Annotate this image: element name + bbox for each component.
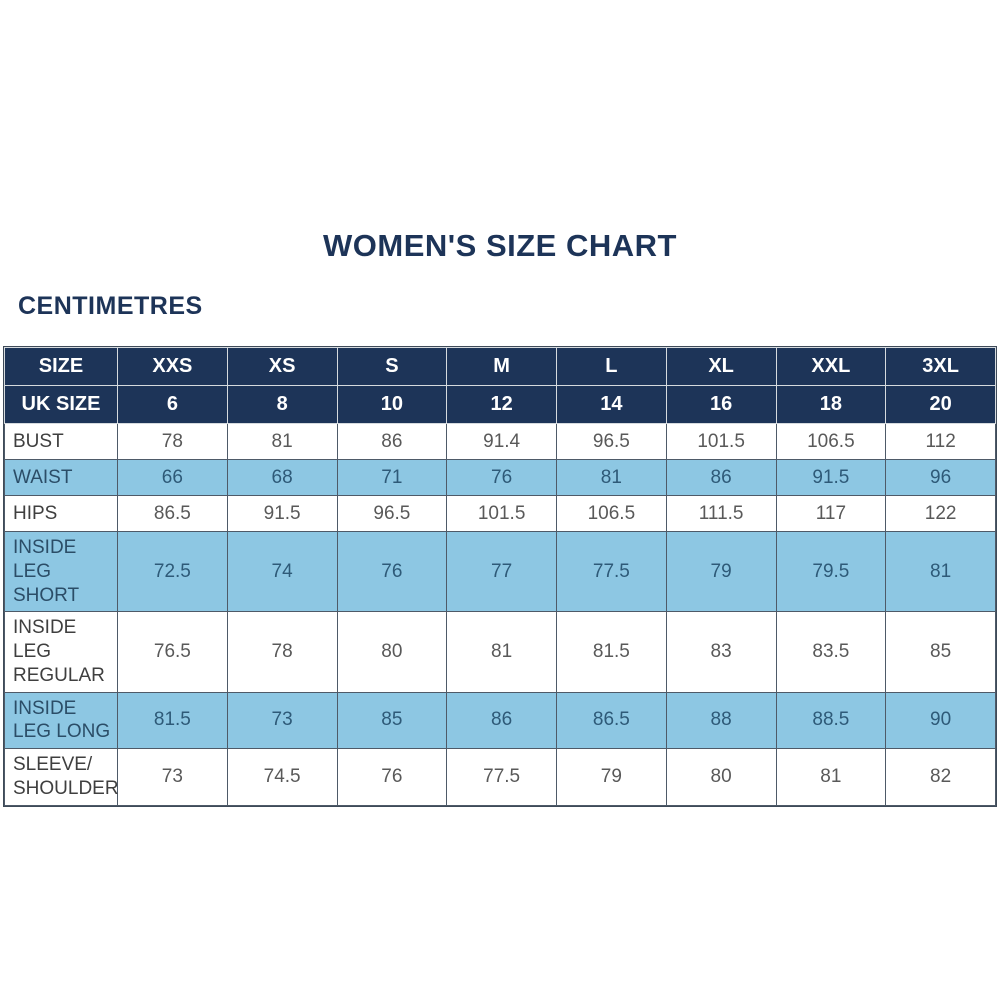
header-value-cell: M (446, 347, 557, 386)
measure-label-cell: SLEEVE/ SHOULDER (4, 748, 119, 806)
measure-label-cell: INSIDE LEG SHORT (4, 530, 118, 613)
measure-value-cell: 86 (665, 459, 777, 496)
measure-value-cell: 91.5 (226, 495, 338, 532)
measure-value-cell: 80 (665, 748, 777, 806)
measure-value-cell: 74.5 (226, 748, 338, 806)
measure-value-cell: 77 (446, 530, 557, 613)
measure-value-cell: 88.5 (775, 691, 887, 749)
measure-value-cell: 96.5 (336, 495, 448, 532)
header-value-cell: 10 (336, 385, 448, 424)
measure-value-cell: 83.5 (775, 611, 887, 693)
measure-value-cell: 96 (885, 459, 996, 496)
measure-value-cell: 96.5 (556, 423, 667, 460)
measure-value-cell: 117 (775, 495, 887, 532)
measure-value-cell: 81 (775, 748, 887, 806)
measure-label-cell: BUST (4, 423, 118, 460)
header-value-cell: 3XL (885, 347, 996, 386)
page-title: WOMEN'S SIZE CHART (323, 228, 677, 263)
table-row: INSIDE LEG SHORT 72.5 74 76 77 77.5 79 79.5 81 (4, 530, 996, 613)
measure-value-cell: 78 (117, 423, 228, 460)
table-row: INSIDE LEG REGULAR 76.5 78 80 81 81.5 83 83.5 85 (4, 611, 996, 693)
measure-label-cell: WAIST (4, 459, 118, 496)
header-value-cell: 14 (556, 385, 667, 424)
measure-value-cell: 73 (117, 748, 228, 806)
measure-label-cell: INSIDE LEG LONG (4, 691, 118, 749)
measure-value-cell: 76.5 (117, 611, 228, 693)
header-value-cell: 18 (775, 385, 887, 424)
header-row-sizes: SIZE XXS XS S M L XL XXL 3XL (4, 347, 996, 386)
measure-value-cell: 80 (336, 611, 448, 693)
measure-value-cell: 86 (446, 691, 557, 749)
measure-value-cell: 78 (226, 611, 338, 693)
table-row: INSIDE LEG LONG 81.5 73 85 86 86.5 88 88.5 90 (4, 691, 996, 749)
header-value-cell: 6 (117, 385, 228, 424)
measure-value-cell: 90 (885, 691, 996, 749)
measure-value-cell: 68 (226, 459, 338, 496)
measure-value-cell: 106.5 (556, 495, 667, 532)
header-label-cell: SIZE (4, 347, 118, 386)
measure-value-cell: 85 (885, 611, 996, 693)
measure-value-cell: 79 (665, 530, 777, 613)
table-row: HIPS 86.5 91.5 96.5 101.5 106.5 111.5 117 122 (4, 495, 996, 532)
unit-label: CENTIMETRES (18, 292, 203, 320)
measure-value-cell: 91.4 (446, 423, 557, 460)
measure-value-cell: 77.5 (446, 748, 557, 806)
measure-value-cell: 86 (336, 423, 448, 460)
header-value-cell: S (336, 347, 448, 386)
measure-value-cell: 66 (117, 459, 228, 496)
measure-value-cell: 82 (885, 748, 996, 806)
measure-value-cell: 106.5 (775, 423, 887, 460)
header-value-cell: XXL (775, 347, 887, 386)
measure-value-cell: 72.5 (117, 530, 228, 613)
size-chart-table: SIZE XXS XS S M L XL XXL 3XL UK SIZE 6 8 10 12 14 16 18 2… (3, 346, 997, 807)
table-row: WAIST 66 68 71 76 81 86 91.5 96 (4, 459, 996, 496)
measure-value-cell: 79.5 (775, 530, 887, 613)
header-label-cell: UK SIZE (4, 385, 118, 424)
table-row: BUST 78 81 86 91.4 96.5 101.5 106.5 112 (4, 423, 996, 460)
measure-value-cell: 71 (336, 459, 448, 496)
size-chart-table-wrap: SIZE XXS XS S M L XL XXL 3XL UK SIZE 6 8 10 12 14 16 18 2… (3, 346, 997, 807)
header-value-cell: 8 (226, 385, 338, 424)
measure-label-cell: INSIDE LEG REGULAR (4, 611, 118, 693)
measure-value-cell: 111.5 (665, 495, 777, 532)
size-chart-body: BUST 78 81 86 91.4 96.5 101.5 106.5 112 WAIST 66 68… (4, 423, 996, 806)
header-value-cell: L (556, 347, 667, 386)
size-chart-head: SIZE XXS XS S M L XL XXL 3XL UK SIZE 6 8 10 12 14 16 18 2… (4, 347, 996, 424)
measure-value-cell: 76 (446, 459, 557, 496)
measure-value-cell: 73 (226, 691, 338, 749)
header-value-cell: 12 (446, 385, 557, 424)
header-value-cell: XXS (117, 347, 228, 386)
measure-value-cell: 88 (665, 691, 777, 749)
measure-value-cell: 74 (226, 530, 338, 613)
measure-value-cell: 81.5 (117, 691, 228, 749)
measure-value-cell: 81 (446, 611, 557, 693)
measure-value-cell: 77.5 (556, 530, 667, 613)
measure-value-cell: 122 (885, 495, 996, 532)
measure-value-cell: 85 (336, 691, 448, 749)
measure-value-cell: 83 (665, 611, 777, 693)
measure-value-cell: 86.5 (556, 691, 667, 749)
table-row: SLEEVE/ SHOULDER 73 74.5 76 77.5 79 80 81 82 (4, 748, 996, 806)
measure-value-cell: 79 (556, 748, 667, 806)
measure-value-cell: 81 (226, 423, 338, 460)
measure-value-cell: 86.5 (117, 495, 228, 532)
header-value-cell: XS (226, 347, 338, 386)
measure-value-cell: 101.5 (446, 495, 557, 532)
measure-value-cell: 81 (885, 530, 996, 613)
measure-value-cell: 91.5 (775, 459, 887, 496)
measure-value-cell: 112 (885, 423, 996, 460)
measure-label-cell: HIPS (4, 495, 118, 532)
header-value-cell: 16 (665, 385, 777, 424)
header-row-uk-sizes: UK SIZE 6 8 10 12 14 16 18 20 (4, 385, 996, 424)
measure-value-cell: 101.5 (665, 423, 777, 460)
measure-value-cell: 76 (336, 530, 448, 613)
measure-value-cell: 81 (556, 459, 667, 496)
header-value-cell: XL (665, 347, 777, 386)
header-value-cell: 20 (885, 385, 996, 424)
measure-value-cell: 76 (336, 748, 448, 806)
measure-value-cell: 81.5 (556, 611, 667, 693)
